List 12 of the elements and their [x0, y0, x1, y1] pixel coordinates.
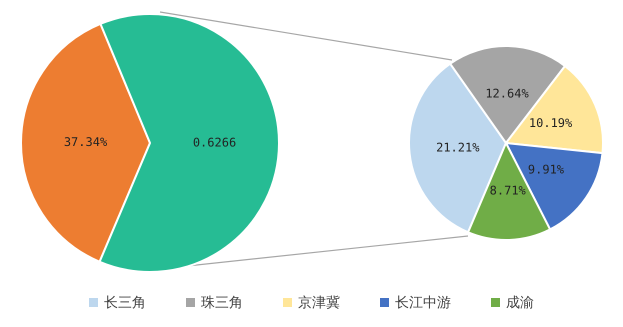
data-label: 0.6266: [192, 135, 236, 150]
legend-label: 珠三角: [200, 294, 243, 312]
data-label: 21.21%: [436, 140, 480, 154]
data-label: 8.71%: [490, 184, 527, 198]
data-label: 9.91%: [528, 162, 565, 177]
legend-label: 成渝: [505, 294, 534, 312]
data-label: 10.19%: [528, 116, 574, 130]
data-label: 37.34%: [64, 134, 108, 149]
legend-label: 京津冀: [297, 294, 340, 312]
data-label: 12.64%: [485, 86, 530, 101]
legend-label: 长三角: [103, 294, 146, 312]
legend-label: 长江中游: [394, 294, 451, 312]
